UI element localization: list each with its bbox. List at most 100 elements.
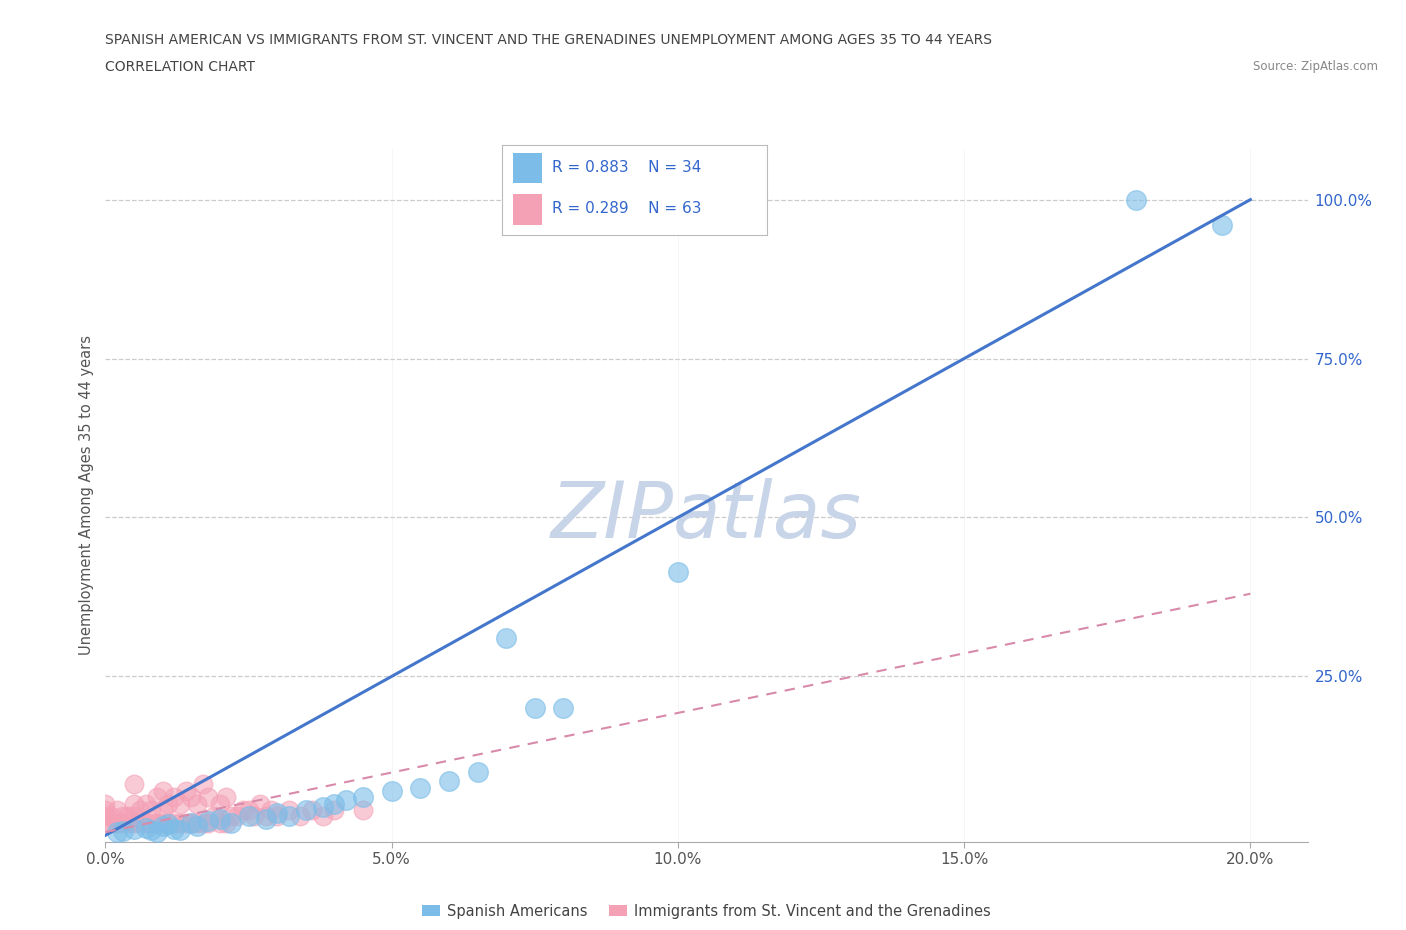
Point: [208, 796, 231, 811]
Point: [169, 823, 191, 838]
Point: [141, 815, 163, 830]
Point: [288, 809, 311, 824]
Point: [180, 790, 202, 804]
Point: [553, 700, 575, 715]
Point: [146, 790, 169, 804]
Point: [323, 803, 346, 817]
Point: [197, 815, 219, 830]
Point: [94, 796, 117, 811]
Point: [157, 815, 180, 830]
Point: [111, 815, 134, 830]
Point: [381, 783, 404, 798]
Point: [277, 809, 299, 824]
Point: [208, 815, 231, 830]
Point: [295, 803, 318, 817]
Legend: Spanish Americans, Immigrants from St. Vincent and the Grenadines: Spanish Americans, Immigrants from St. V…: [416, 897, 997, 924]
Point: [238, 809, 260, 824]
Point: [191, 815, 214, 830]
Point: [141, 803, 163, 817]
Point: [135, 820, 157, 835]
Point: [105, 815, 128, 830]
Point: [94, 815, 117, 830]
Point: [254, 812, 277, 827]
Point: [174, 783, 197, 798]
Point: [197, 814, 219, 829]
Point: [409, 780, 432, 795]
Point: [214, 815, 236, 830]
Point: [135, 796, 157, 811]
Point: [152, 818, 174, 833]
Point: [163, 821, 186, 836]
Point: [180, 815, 202, 830]
Point: [157, 817, 180, 831]
Point: [117, 815, 139, 830]
Point: [260, 803, 283, 817]
Point: [122, 821, 145, 836]
Point: [266, 809, 288, 824]
Point: [146, 815, 169, 830]
Point: [186, 815, 208, 830]
Point: [146, 825, 169, 840]
Point: [197, 790, 219, 804]
Point: [221, 815, 243, 830]
Text: R = 0.289    N = 63: R = 0.289 N = 63: [553, 201, 702, 216]
Point: [1211, 218, 1233, 232]
Point: [312, 799, 335, 814]
Point: [94, 803, 117, 817]
Point: [1125, 193, 1147, 207]
Point: [323, 796, 346, 811]
Point: [163, 815, 186, 830]
Point: [152, 815, 174, 830]
Point: [238, 803, 260, 817]
Point: [180, 815, 202, 830]
Point: [157, 796, 180, 811]
Point: [467, 764, 489, 779]
Point: [152, 783, 174, 798]
Point: [94, 809, 117, 824]
Point: [249, 796, 271, 811]
Point: [243, 809, 266, 824]
Point: [208, 812, 231, 827]
Point: [186, 818, 208, 833]
Point: [152, 803, 174, 817]
Point: [202, 809, 225, 824]
Text: R = 0.883    N = 34: R = 0.883 N = 34: [553, 160, 702, 176]
Point: [312, 809, 335, 824]
Point: [232, 803, 254, 817]
Text: Source: ZipAtlas.com: Source: ZipAtlas.com: [1253, 60, 1378, 73]
Point: [174, 815, 197, 830]
Point: [122, 815, 145, 830]
Point: [163, 790, 186, 804]
Point: [266, 805, 288, 820]
Text: ZIPatlas: ZIPatlas: [551, 478, 862, 554]
Point: [169, 815, 191, 830]
Point: [226, 809, 249, 824]
Point: [221, 809, 243, 824]
Bar: [513, 194, 541, 225]
Point: [186, 796, 208, 811]
Point: [100, 815, 122, 830]
Point: [122, 777, 145, 791]
Point: [141, 823, 163, 838]
Bar: [513, 153, 541, 183]
Point: [122, 809, 145, 824]
Point: [111, 809, 134, 824]
Point: [301, 803, 323, 817]
Point: [122, 796, 145, 811]
Point: [105, 825, 128, 840]
Point: [105, 803, 128, 817]
Point: [352, 790, 374, 804]
Y-axis label: Unemployment Among Ages 35 to 44 years: Unemployment Among Ages 35 to 44 years: [79, 335, 94, 656]
Point: [495, 631, 517, 645]
Point: [352, 803, 374, 817]
Point: [128, 815, 150, 830]
Text: CORRELATION CHART: CORRELATION CHART: [105, 60, 256, 74]
Point: [254, 809, 277, 824]
Point: [335, 793, 357, 808]
Point: [135, 815, 157, 830]
Point: [214, 790, 236, 804]
Point: [437, 774, 460, 789]
Point: [111, 823, 134, 838]
Point: [191, 777, 214, 791]
Point: [169, 796, 191, 811]
